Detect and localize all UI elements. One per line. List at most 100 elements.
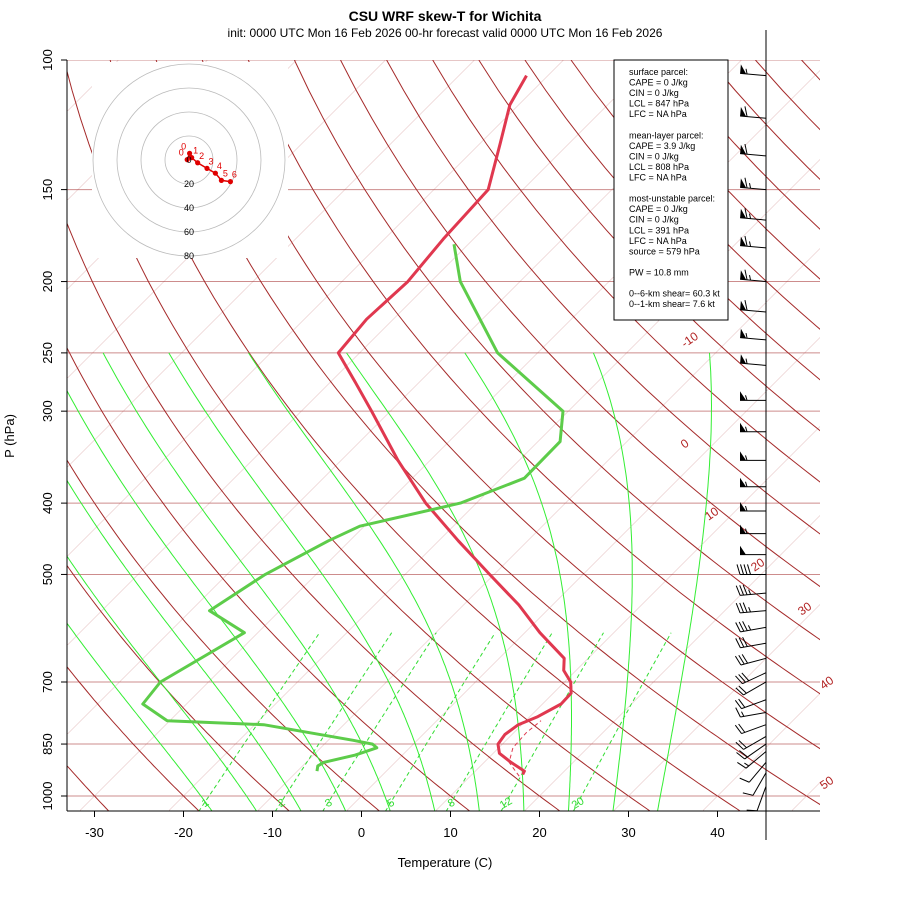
mixing-ratio-label: 5 [385,797,396,810]
wind-barb-tick [743,603,747,613]
wind-barb-staff [742,700,766,709]
info-box-line: CIN = 0 J/kg [629,88,679,98]
isotherm-label: -10 [679,329,702,351]
wind-barb-half-tick [750,275,751,280]
chart-subtitle: init: 0000 UTC Mon 16 Feb 2026 00-hr for… [228,26,663,40]
hodograph-point-label: 1 [193,146,198,156]
mixing-ratio-lines [199,633,671,812]
wind-barb-half-tick [748,625,750,630]
info-box-line: CAPE = 0 J/kg [629,204,688,214]
x-tick-label: -20 [174,825,193,840]
wind-barb-staff [740,611,766,613]
wind-barb-half-tick [749,590,751,595]
wind-barb [740,354,766,365]
moist-adiabat-line [465,353,572,812]
wind-barb-staff [740,246,766,248]
wind-barb-tick [744,564,747,574]
info-box-line: most-unstable parcel: [629,194,715,204]
x-axis-label: Temperature (C) [398,855,493,870]
info-box-line: CAPE = 0 J/kg [629,78,688,88]
mixing-ratio-label: 20 [570,795,587,812]
mixing-ratio-line [385,633,495,812]
hodograph-point [204,166,209,171]
wind-barb [736,637,766,648]
dry-adiabat-line [802,60,900,812]
hodograph-point [195,160,200,165]
wind-barb-staff [745,744,766,759]
wind-barb-half-tick [746,506,748,511]
wind-barb [740,270,766,282]
wind-barb-half-tick [746,69,747,74]
wind-barb-flag [740,391,746,400]
wind-barb-half-tick [750,214,751,219]
moist-adiabat-line [103,353,390,812]
hodograph-ring-label: 60 [184,227,194,237]
y-axis-label: P (hPa) [2,414,17,458]
wind-barb-tick [736,603,740,613]
isotherm-label: 20 [748,555,767,574]
wind-barb-half-tick [746,333,747,338]
mixing-ratio-line [501,633,604,812]
info-box-line: LFC = NA hPa [629,236,687,246]
y-tick-label: 200 [40,271,55,293]
wind-barb-staff [742,725,766,734]
hodograph-point-label: 5 [223,168,228,178]
wind-barb-half-tick [744,763,748,766]
moist-adiabat-line [0,353,212,812]
isotherm-label: 50 [817,773,836,792]
hodograph-ring-label: 40 [184,203,194,213]
hodograph-point [228,179,233,184]
dry-adiabat-line [755,60,900,812]
wind-barb-flag [740,329,746,339]
dry-adiabat-line [709,60,900,812]
wind-barb-half-tick [746,482,748,487]
info-box-line: mean-layer parcel: [629,130,704,140]
isotherm-label: 40 [817,673,836,692]
info-box-line: 0--1-km shear= 7.6 kt [629,299,715,309]
wind-barb-flag [740,546,746,555]
isotherm-line [791,60,900,812]
wind-barb-staff [757,786,766,810]
wind-barb-half-tick [749,607,751,612]
dry-adiabat-line [202,60,900,812]
isotherm-line [257,60,900,812]
info-box-line: source = 579 hPa [629,246,700,256]
x-tick-label: -30 [85,825,104,840]
info-box-line: CAPE = 3.9 J/kg [629,141,695,151]
wind-barb-staff [743,736,766,749]
wind-barb-tick [737,564,740,574]
wind-barb-staff [740,593,766,595]
temperature-profile-line [338,76,571,775]
hodograph-point-label: 4 [217,161,222,171]
wind-barb-half-tick [746,455,748,460]
hodograph-point-label: 2 [199,151,204,161]
moist-adiabat-line [0,353,257,812]
wind-barb [735,699,766,709]
y-tick-label: 850 [40,733,55,755]
info-box-line: LCL = 391 hPa [629,225,689,235]
hodograph-center-label: 0 [186,155,191,165]
wind-barb-staff [740,627,766,632]
dry-adiabat-line [848,60,900,812]
wind-barb [737,744,766,759]
x-tick-label: -10 [263,825,282,840]
wind-barb-staff [740,116,766,118]
y-tick-label: 400 [40,492,55,514]
mixing-ratio-line [446,633,552,812]
isotherm-line [702,60,900,812]
info-box-line: LCL = 847 hPa [629,99,689,109]
info-box-line: PW = 10.8 mm [629,267,689,277]
wind-barb-tick [736,708,741,717]
wind-barb [740,236,766,248]
hodograph-ring-label: 20 [184,179,194,189]
y-tick-label: 700 [40,671,55,693]
y-tick-label: 100 [40,49,55,71]
wind-barb-flag [740,525,746,534]
info-box-line: LFC = NA hPa [629,109,687,119]
wind-barb [736,621,766,632]
wind-barb-tick [740,603,744,613]
mixing-ratio-line [323,633,437,812]
wind-barb-staff [740,712,766,717]
moist-adiabat-line [593,353,632,812]
